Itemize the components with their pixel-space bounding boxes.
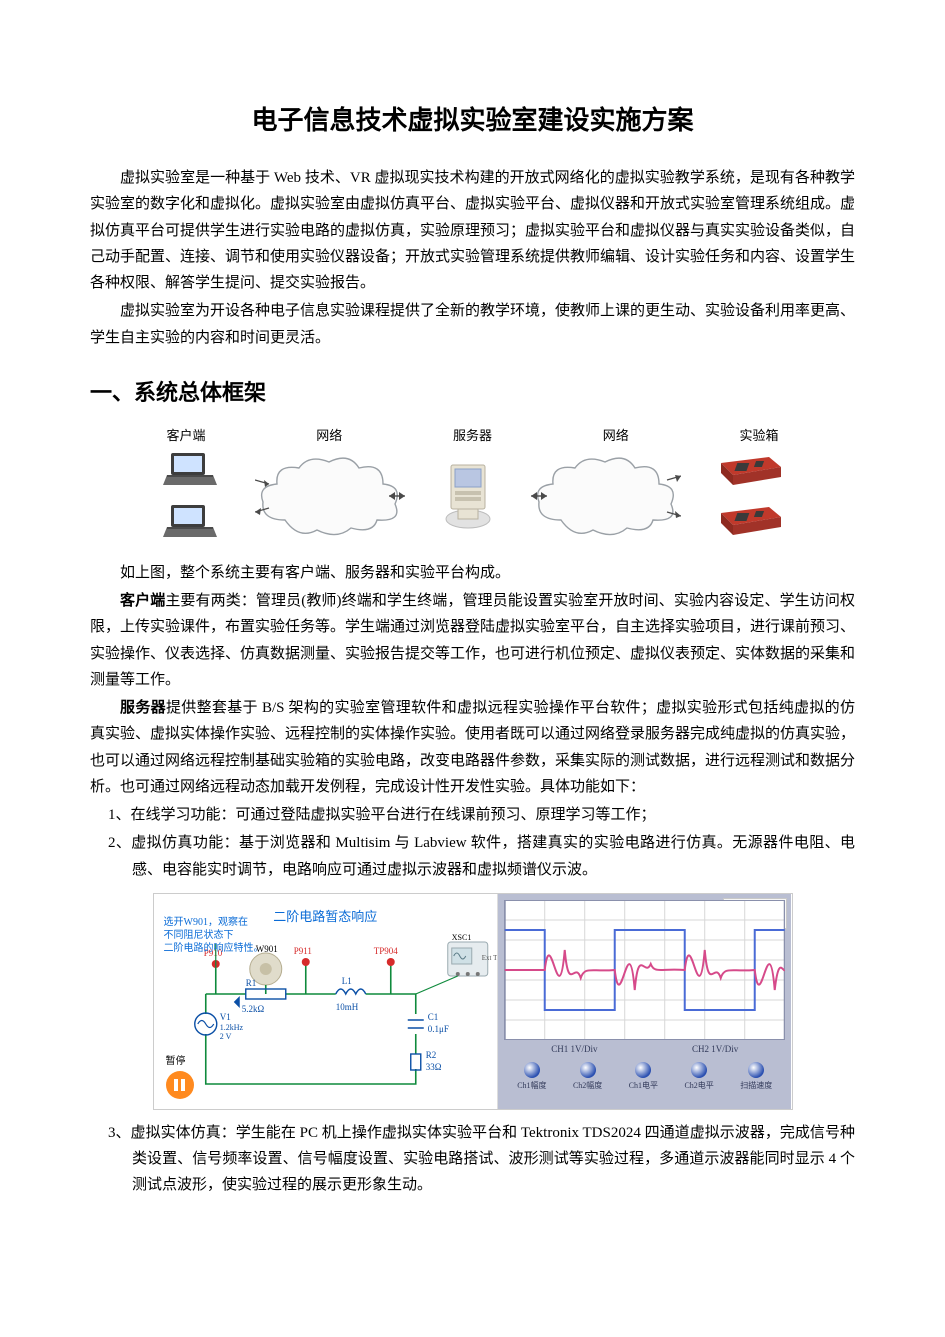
lbl-c1: C1 bbox=[427, 1012, 438, 1022]
para-server-body: 提供整套基于 B/S 架构的实验室管理软件和虚拟远程实验操作平台软件；虚拟实验形… bbox=[90, 700, 855, 795]
scope-knob[interactable]: Ch2幅度 bbox=[573, 1062, 602, 1091]
lbl-tp904: TP904 bbox=[373, 946, 398, 956]
simulation-figure: 二阶电路暂态响应 选开W901，观察在 不同阻尼状态下 二阶电路的响应特性。 bbox=[153, 893, 793, 1110]
list-item-1: 1、在线学习功能：可通过登陆虚拟实验平台进行在线课前预习、原理学习等工作； bbox=[90, 802, 855, 828]
scope-knob[interactable]: 扫描速度 bbox=[740, 1062, 772, 1091]
label-server: 服务器 bbox=[453, 425, 492, 444]
para-client-body: 主要有两类：管理员(教师)终端和学生终端，管理员能设置实验室开放时间、实验内容设… bbox=[90, 593, 855, 688]
svg-text:Ext T: Ext T bbox=[481, 954, 497, 962]
lbl-v1: V1 bbox=[219, 1012, 230, 1022]
laptop-icon bbox=[163, 503, 217, 541]
circuit-note: 选开W901，观察在 不同阻尼状态下 二阶电路的响应特性。 bbox=[164, 916, 264, 955]
bold-client: 客户端 bbox=[120, 592, 165, 609]
label-network-1: 网络 bbox=[316, 425, 342, 444]
scope-knob-row: Ch1幅度 Ch2幅度 Ch1电平 Ch2电平 扫描速度 bbox=[504, 1062, 785, 1091]
lbl-xsc: XSC1 bbox=[451, 933, 471, 942]
knob-label: Ch2幅度 bbox=[573, 1080, 602, 1091]
val-v1a: 1.2kHz bbox=[219, 1023, 243, 1032]
pause-label: 暂停 bbox=[166, 1052, 186, 1067]
val-r1: 5.2kΩ bbox=[241, 1004, 264, 1014]
note-line: 不同阻尼状态下 bbox=[164, 930, 234, 941]
scope-knob[interactable]: Ch1幅度 bbox=[517, 1062, 546, 1091]
ch1-scale: CH1 1V/Div bbox=[551, 1044, 597, 1054]
experiment-box-icon bbox=[719, 503, 783, 539]
label-network-2: 网络 bbox=[603, 425, 629, 444]
scope-knob[interactable]: Ch1电平 bbox=[629, 1062, 658, 1091]
note-line: 选开W901，观察在 bbox=[164, 917, 248, 928]
experiment-box-icon bbox=[719, 453, 783, 489]
network-diagram: 客户端 网络 服务器 网络 实验箱 bbox=[163, 425, 783, 542]
lbl-r2: R2 bbox=[425, 1050, 436, 1060]
note-line: 二阶电路的响应特性。 bbox=[164, 943, 264, 954]
val-l1: 10mH bbox=[335, 1002, 358, 1012]
cloud-icon bbox=[531, 450, 681, 542]
knob-label: 扫描速度 bbox=[740, 1080, 772, 1091]
lbl-r1: R1 bbox=[245, 978, 256, 988]
val-c1: 0.1μF bbox=[427, 1024, 448, 1034]
server-column bbox=[443, 461, 493, 531]
circuit-panel: 二阶电路暂态响应 选开W901，观察在 不同阻尼状态下 二阶电路的响应特性。 bbox=[154, 894, 499, 1109]
para-after-diagram: 如上图，整个系统主要有客户端、服务器和实验平台构成。 bbox=[90, 560, 855, 586]
document-page: 电子信息技术虚拟实验室建设实施方案 虚拟实验室是一种基于 Web 技术、VR 虚… bbox=[0, 0, 945, 1337]
list-item-3: 3、虚拟实体仿真：学生能在 PC 机上操作虚拟实体实验平台和 Tektronix… bbox=[90, 1120, 855, 1199]
val-r2: 33Ω bbox=[425, 1062, 441, 1072]
clients-column bbox=[163, 451, 217, 541]
pause-button[interactable] bbox=[166, 1071, 194, 1099]
bold-server: 服务器 bbox=[120, 699, 166, 716]
intro-paragraph-1: 虚拟实验室是一种基于 Web 技术、VR 虚拟现实技术构建的开放式网络化的虚拟实… bbox=[90, 165, 855, 296]
section-heading-1: 一、系统总体框架 bbox=[90, 375, 855, 407]
intro-paragraph-2: 虚拟实验室为开设各种电子信息实验课程提供了全新的教学环境，使教师上课的更生动、实… bbox=[90, 298, 855, 351]
page-title: 电子信息技术虚拟实验室建设实施方案 bbox=[90, 100, 855, 137]
para-server: 服务器提供整套基于 B/S 架构的实验室管理软件和虚拟远程实验操作平台软件；虚拟… bbox=[90, 695, 855, 800]
network-labels-row: 客户端 网络 服务器 网络 实验箱 bbox=[163, 425, 783, 444]
server-icon bbox=[443, 461, 493, 531]
knob-label: Ch1幅度 bbox=[517, 1080, 546, 1091]
ch2-scale: CH2 1V/Div bbox=[692, 1044, 738, 1054]
label-client: 客户端 bbox=[167, 425, 206, 444]
lbl-l1: L1 bbox=[341, 976, 351, 986]
boxes-column bbox=[719, 453, 783, 539]
scope-screen bbox=[504, 900, 785, 1040]
laptop-icon bbox=[163, 451, 217, 489]
label-box: 实验箱 bbox=[739, 425, 778, 444]
para-client: 客户端主要有两类：管理员(教师)终端和学生终端，管理员能设置实验室开放时间、实验… bbox=[90, 588, 855, 693]
knob-label: Ch2电平 bbox=[684, 1080, 713, 1091]
lbl-p911: P911 bbox=[293, 946, 311, 956]
circuit-title: 二阶电路暂态响应 bbox=[273, 906, 377, 925]
val-v1b: 2 V bbox=[219, 1032, 231, 1041]
list-item-2: 2、虚拟仿真功能：基于浏览器和 Multisim 与 Labview 软件，搭建… bbox=[90, 830, 855, 883]
cloud-icon bbox=[255, 450, 405, 542]
knob-label: Ch1电平 bbox=[629, 1080, 658, 1091]
oscilloscope-panel: 输入信号 衰减振荡 bbox=[498, 894, 791, 1109]
scope-knob[interactable]: Ch2电平 bbox=[684, 1062, 713, 1091]
